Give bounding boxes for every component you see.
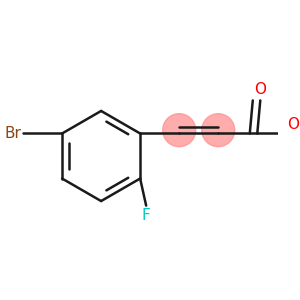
Text: O: O — [287, 117, 299, 132]
Circle shape — [163, 114, 196, 147]
Text: F: F — [142, 208, 151, 223]
Text: O: O — [254, 82, 266, 98]
Circle shape — [202, 114, 235, 147]
Text: Br: Br — [5, 126, 22, 141]
